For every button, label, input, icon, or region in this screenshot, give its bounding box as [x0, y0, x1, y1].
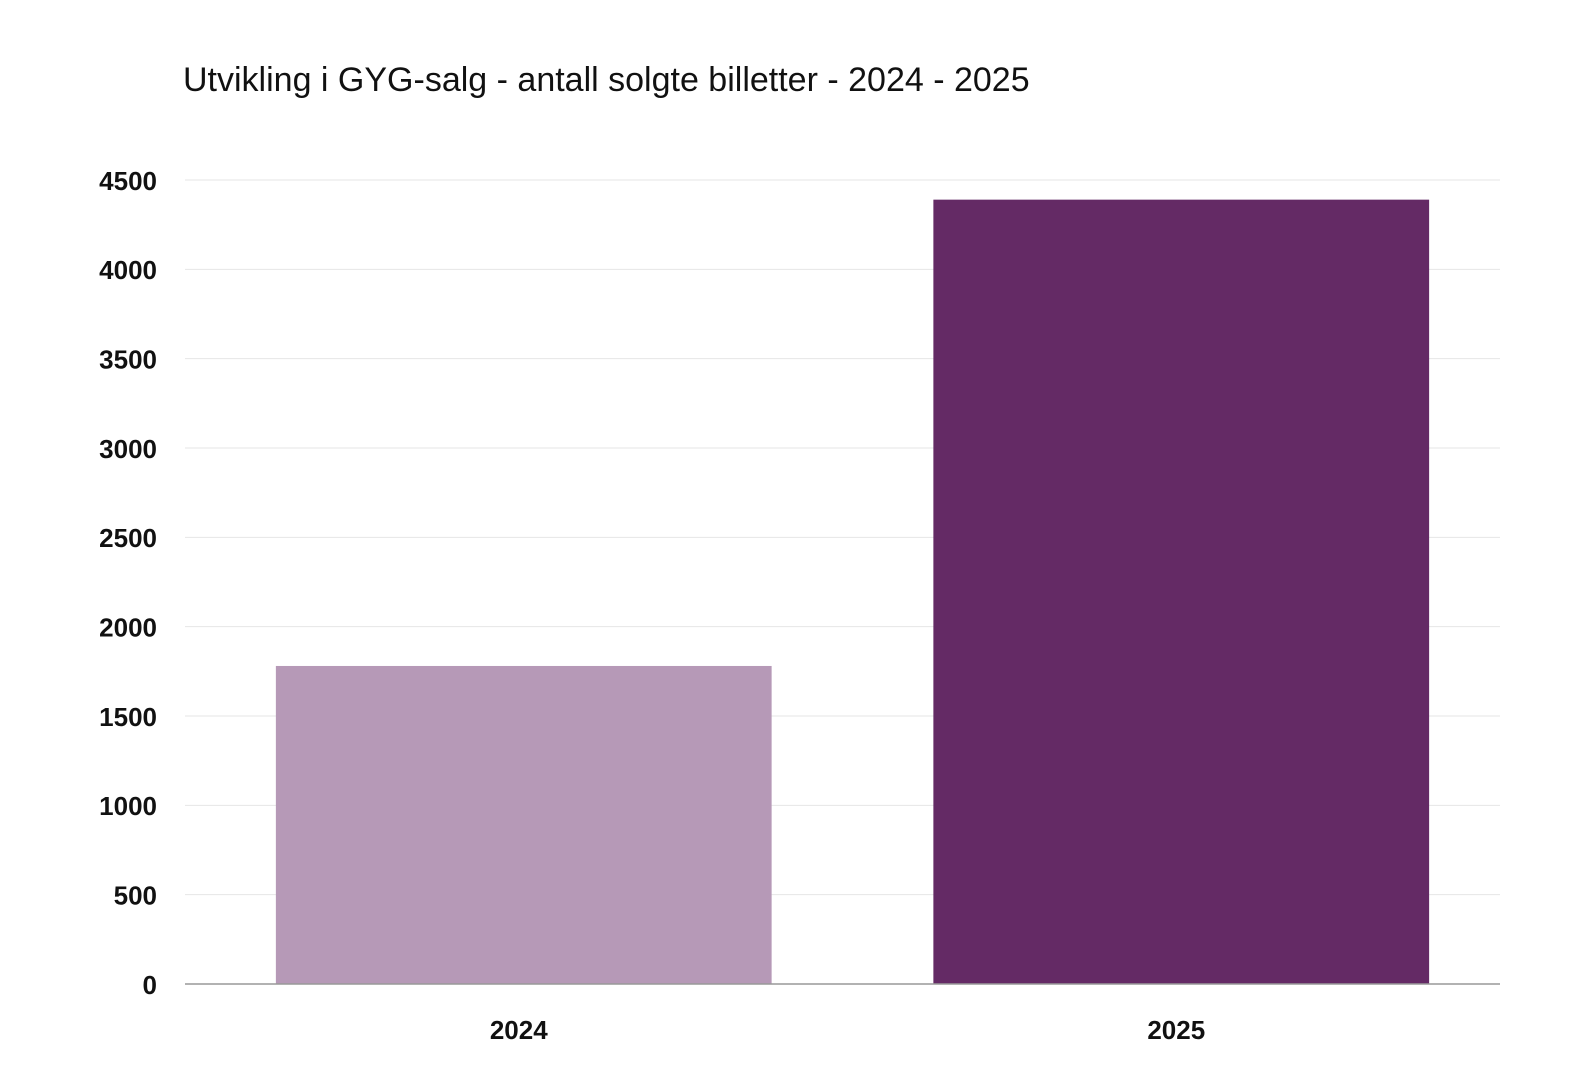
bar — [933, 199, 1430, 985]
y-tick-label: 4500 — [99, 166, 157, 196]
x-tick-label: 2025 — [1147, 1015, 1205, 1045]
y-tick-label: 4000 — [99, 255, 157, 285]
x-tick-label: 2024 — [490, 1015, 548, 1045]
y-tick-label: 1500 — [99, 702, 157, 732]
y-tick-label: 2500 — [99, 523, 157, 553]
y-tick-label: 1000 — [99, 791, 157, 821]
y-tick-label: 2000 — [99, 613, 157, 643]
y-tick-label: 3500 — [99, 345, 157, 375]
y-tick-label: 3000 — [99, 434, 157, 464]
y-tick-label: 0 — [143, 970, 157, 1000]
chart-title: Utvikling i GYG-salg - antall solgte bil… — [183, 61, 1030, 99]
y-tick-label: 500 — [114, 881, 157, 911]
bar — [275, 665, 772, 984]
